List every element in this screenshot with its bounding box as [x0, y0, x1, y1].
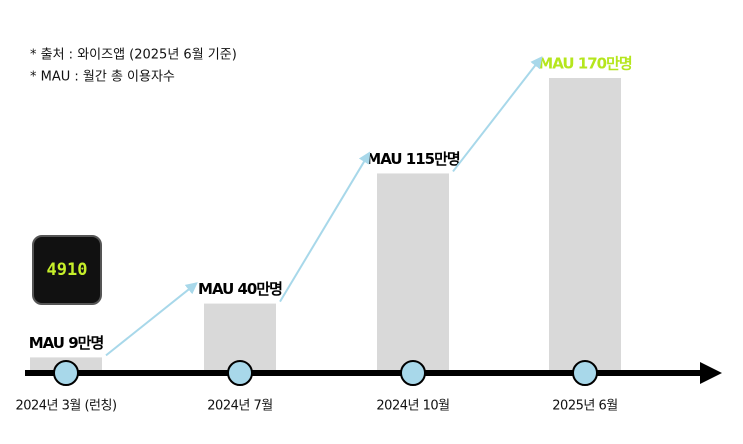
- value-label: MAU 40만명: [198, 280, 282, 298]
- note: * 출처 : 와이즈앱 (2025년 6월 기준): [30, 48, 237, 63]
- timeline-marker: [400, 360, 426, 386]
- timeline-marker: [227, 360, 253, 386]
- timeline-arrowhead: [700, 362, 722, 384]
- x-tick-label: 2024년 3월 (런칭): [15, 399, 116, 414]
- timeline-marker: [53, 360, 79, 386]
- value-label: MAU 115만명: [366, 150, 460, 168]
- x-tick-label: 2024년 10월: [376, 399, 449, 414]
- trend-arrow: [452, 56, 543, 173]
- value-label: MAU 170만명: [538, 55, 632, 73]
- x-tick-label: 2024년 7월: [207, 399, 272, 414]
- value-label: MAU 9만명: [29, 334, 104, 352]
- x-tick-label: 2025년 6월: [552, 399, 617, 414]
- icon-text: 4910: [47, 260, 88, 280]
- note: * MAU : 월간 총 이용자수: [30, 70, 175, 85]
- trend-arrow: [105, 282, 198, 357]
- timeline-marker: [572, 360, 598, 386]
- bar: [377, 173, 449, 373]
- app-icon: [32, 235, 102, 305]
- bar: [549, 78, 621, 373]
- trend-arrow: [279, 151, 371, 303]
